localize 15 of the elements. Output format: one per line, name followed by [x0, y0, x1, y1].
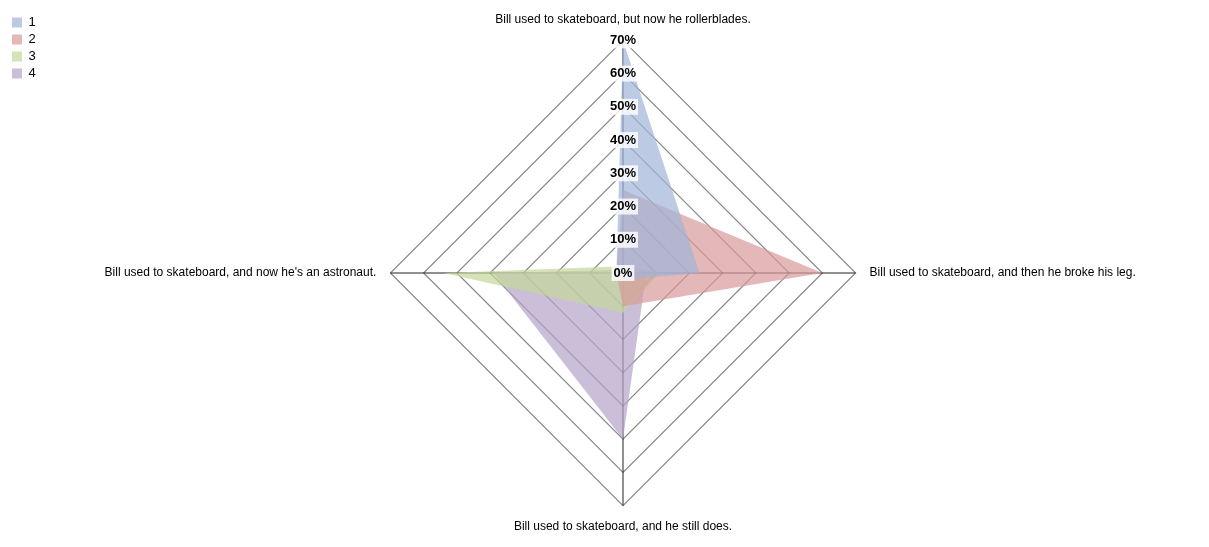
legend-label: 4: [28, 65, 36, 81]
spoke-label: Bill used to skateboard, but now he rollerblades.: [495, 11, 751, 26]
y-tick-label: 50%: [609, 98, 637, 114]
y-tick-label: 20%: [609, 198, 637, 214]
spoke-label: Bill used to skateboard, and now he's an astronaut.: [104, 265, 377, 280]
y-tick-label: 30%: [609, 164, 637, 180]
y-tick-label: 60%: [609, 65, 637, 81]
legend-label: 2: [28, 31, 36, 47]
legend-label: 1: [28, 14, 36, 30]
y-tick-label: 10%: [609, 231, 637, 247]
spoke-label: Bill used to skateboard, and then he broke his leg.: [869, 265, 1136, 280]
y-tick-label: 40%: [609, 131, 637, 147]
legend-label: 3: [28, 48, 36, 64]
spoke-label: Bill used to skateboard, and he still does.: [513, 519, 733, 534]
y-tick-label: 0%: [613, 264, 633, 280]
